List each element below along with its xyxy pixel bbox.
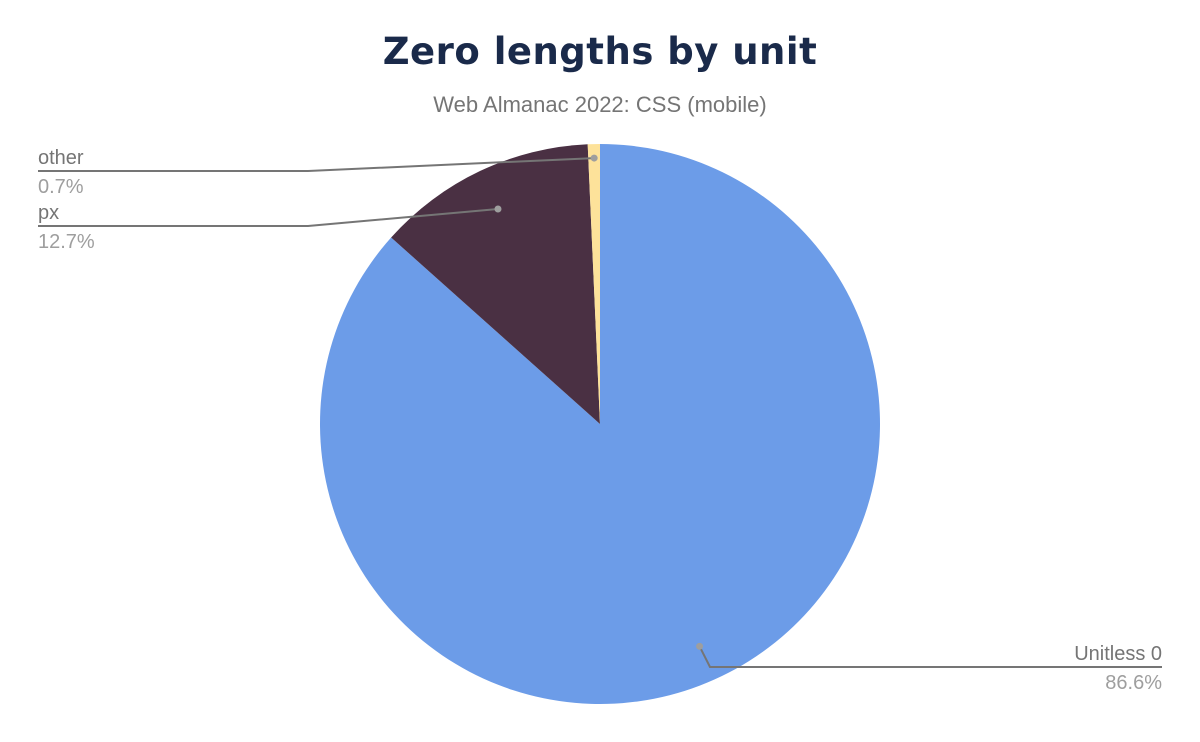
slice-value-label: 0.7% xyxy=(38,176,84,198)
slice-label: other xyxy=(38,147,84,169)
chart-title: Zero lengths by unit xyxy=(382,30,818,73)
slice-label: Unitless 0 xyxy=(1074,643,1162,665)
slice-label: px xyxy=(38,202,59,224)
slice-value-label: 12.7% xyxy=(38,231,95,253)
callout-other: other 0.7% xyxy=(38,147,598,198)
leader-line xyxy=(698,645,1162,668)
leader-dot xyxy=(590,154,598,162)
chart-subtitle: Web Almanac 2022: CSS (mobile) xyxy=(433,92,767,117)
leader-dot xyxy=(494,205,502,213)
callout-px: px 12.7% xyxy=(38,202,502,253)
leader-line xyxy=(38,207,499,227)
slice-value-label: 86.6% xyxy=(1105,672,1162,694)
callout-unitless-0: Unitless 0 86.6% xyxy=(696,642,1162,694)
leader-dot xyxy=(696,642,704,650)
pie-slice-other xyxy=(587,144,600,424)
leader-line xyxy=(38,157,595,172)
